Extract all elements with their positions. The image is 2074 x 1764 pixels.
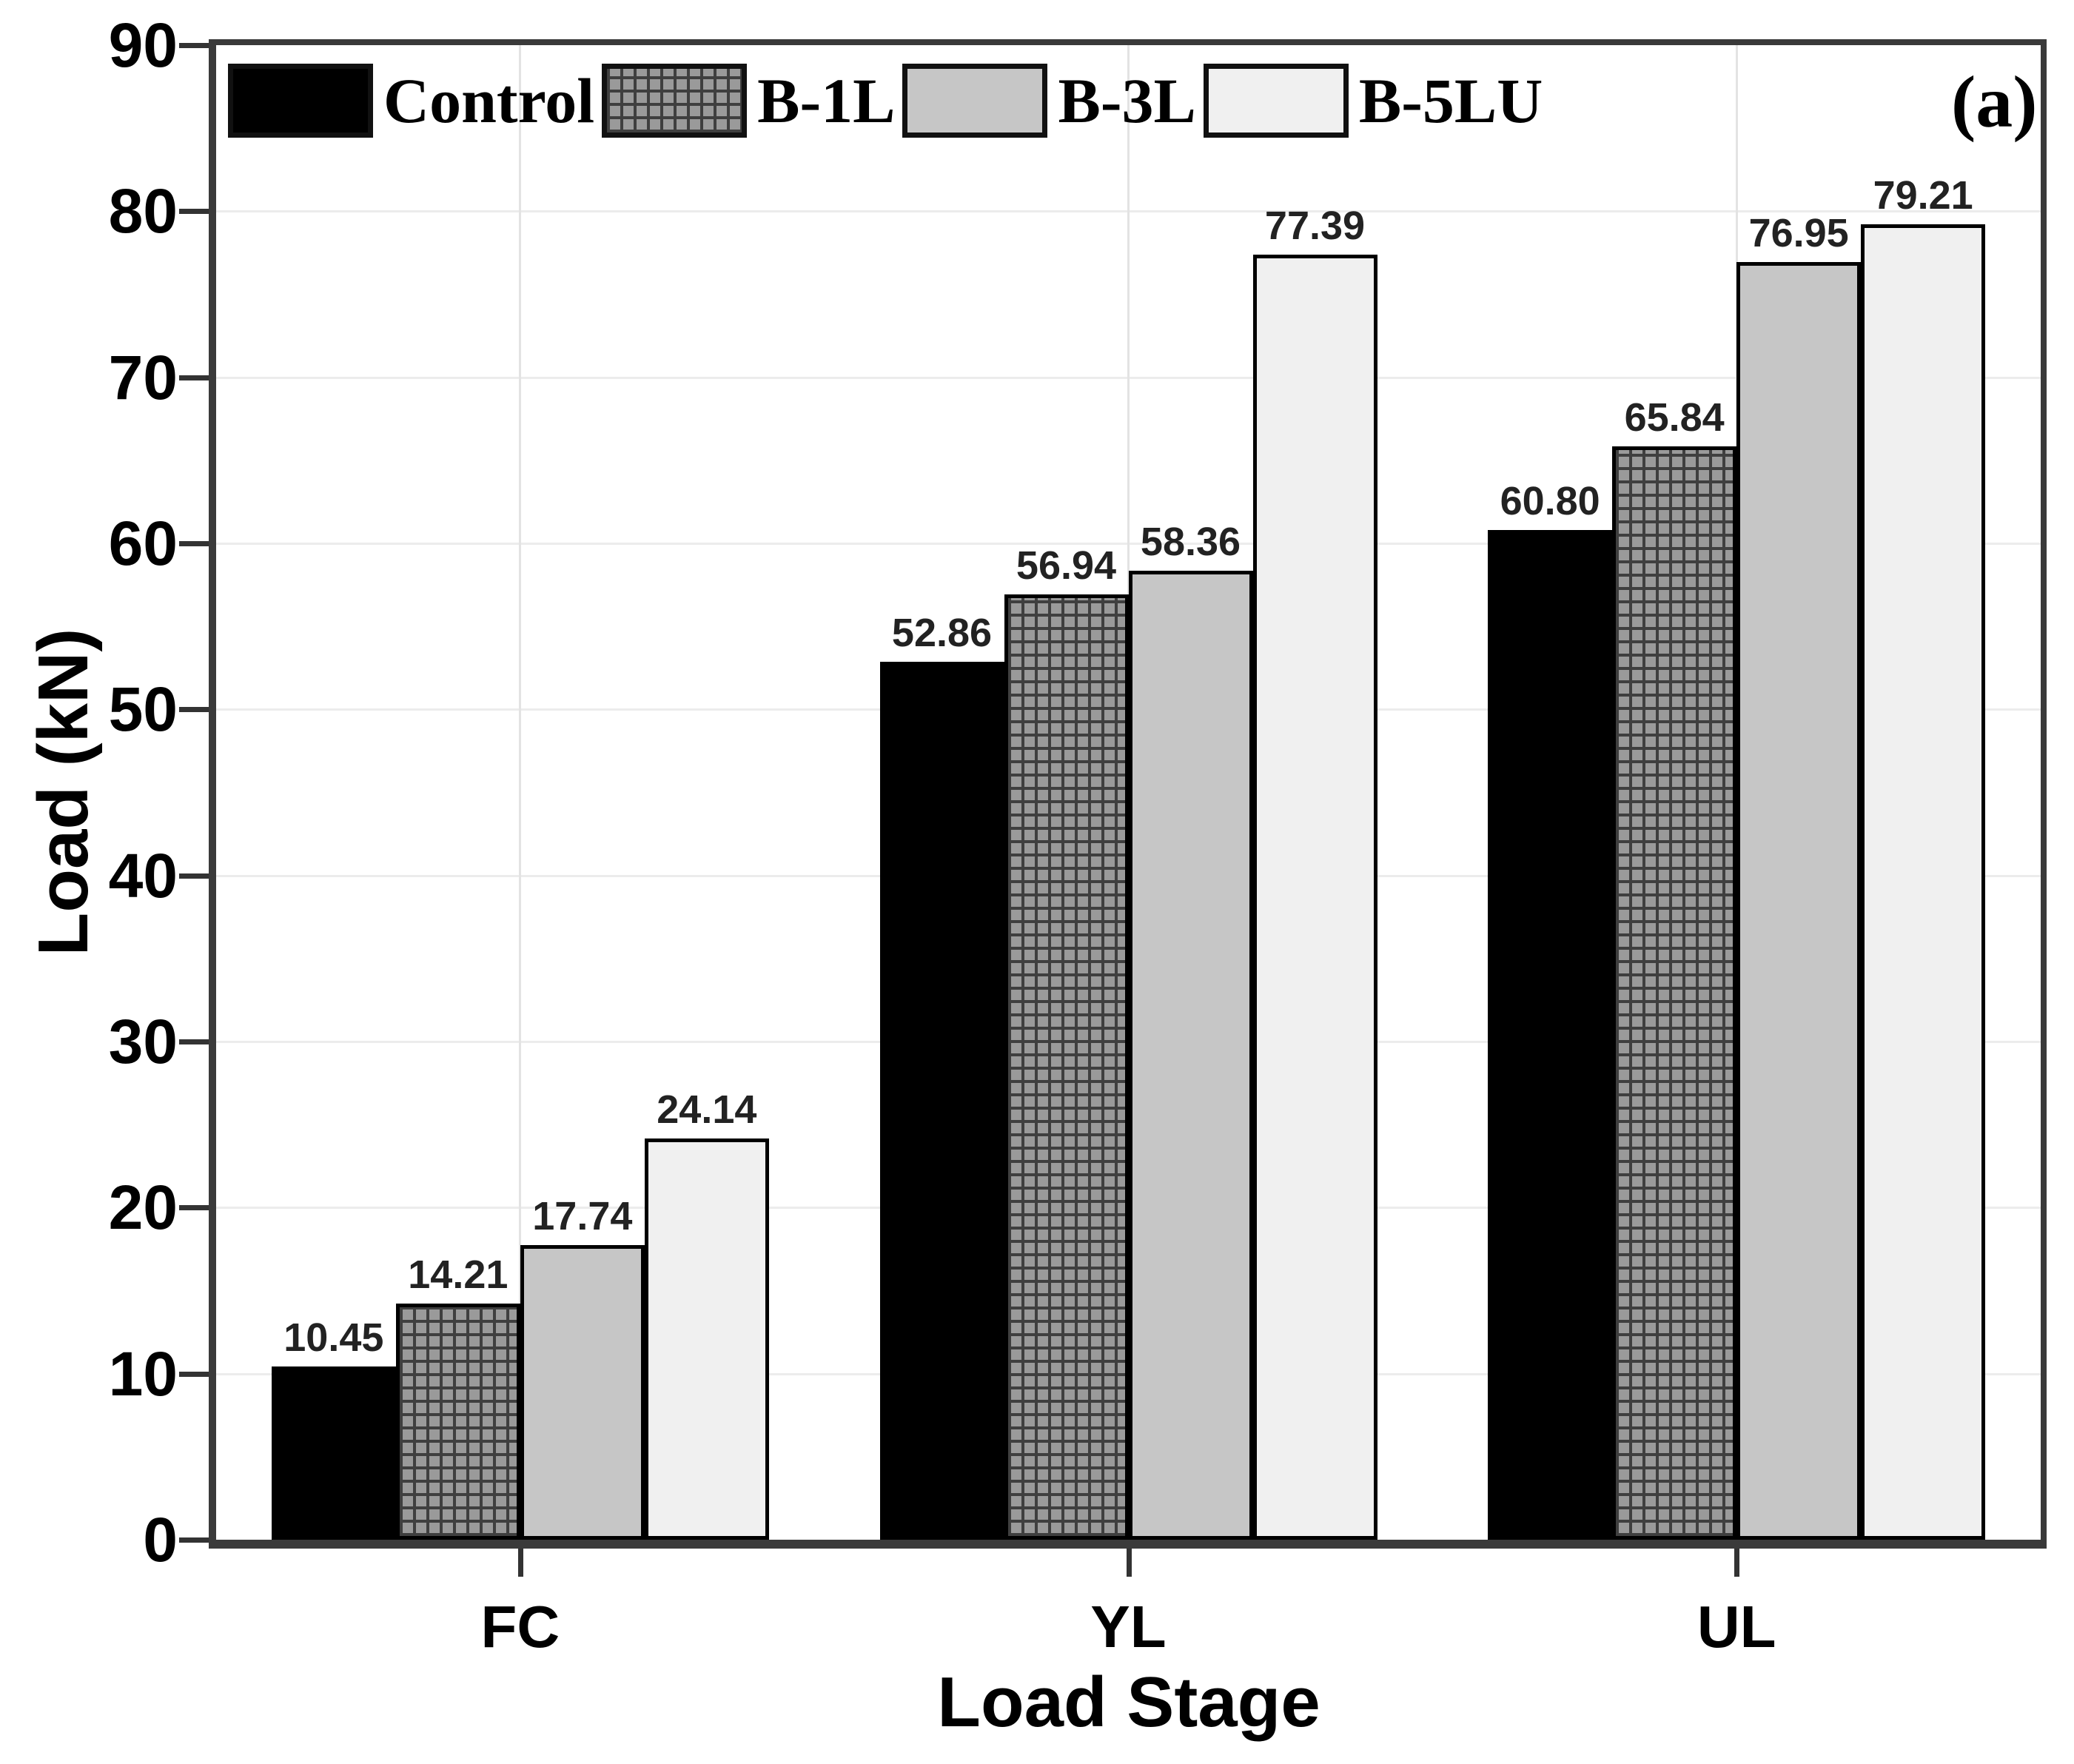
bar-UL-B-5LU (1861, 224, 1986, 1540)
x-tick-mark (517, 1549, 523, 1577)
y-tick-label: 40 (108, 840, 178, 910)
x-tick-mark (1126, 1549, 1132, 1577)
legend-label-B-5LU: B-5LU (1358, 65, 1543, 136)
y-tick-mark (179, 43, 209, 48)
bar-UL-Control (1488, 530, 1613, 1540)
bar-value-label: 76.95 (1748, 210, 1849, 255)
y-tick-mark (179, 375, 209, 380)
bar-FC-B-3L (520, 1245, 645, 1540)
bar-value-label: 14.21 (408, 1252, 509, 1298)
y-tick-mark (179, 1205, 209, 1211)
bar-UL-B-1L (1612, 446, 1737, 1540)
bar-YL-Control (879, 662, 1004, 1540)
bar-FC-Control (271, 1366, 396, 1540)
y-tick-label: 20 (108, 1173, 178, 1243)
y-tick-label: 70 (108, 342, 178, 412)
bar-value-label: 17.74 (532, 1194, 633, 1239)
y-tick-label: 80 (108, 176, 178, 247)
bar-YL-B-3L (1128, 570, 1253, 1540)
y-tick-mark (179, 1039, 209, 1044)
y-tick-mark (179, 1537, 209, 1543)
y-tick-mark (179, 707, 209, 713)
bar-UL-B-3L (1736, 261, 1862, 1540)
y-axis-title: Load (kN) (24, 628, 103, 956)
bar-value-label: 24.14 (657, 1087, 757, 1133)
legend-swatch-Control (228, 64, 373, 138)
bar-value-label: 52.86 (891, 611, 993, 656)
bar-value-label: 77.39 (1264, 203, 1366, 248)
y-tick-label: 0 (143, 1505, 178, 1574)
bar-value-label: 56.94 (1016, 543, 1117, 588)
legend-swatch-B-3L (902, 64, 1048, 138)
legend-swatch-B-1L (602, 64, 748, 138)
bar-value-label: 10.45 (283, 1315, 384, 1360)
bar-YL-B-1L (1004, 594, 1129, 1540)
bar-value-label: 58.36 (1140, 519, 1241, 564)
legend-swatch-B-5LU (1203, 64, 1349, 138)
panel-label: (a) (1951, 61, 2038, 143)
legend-label-Control: Control (383, 65, 595, 136)
legend-label-B-1L: B-1L (757, 65, 896, 136)
y-tick-label: 10 (108, 1338, 178, 1409)
y-tick-mark (179, 541, 209, 546)
plot-frame (209, 39, 2047, 1549)
bar-YL-B-5LU (1252, 254, 1377, 1540)
legend-label-B-3L: B-3L (1058, 65, 1196, 136)
y-tick-label: 50 (108, 674, 178, 745)
x-axis-title: Load Stage (937, 1663, 1320, 1742)
bar-FC-B-5LU (644, 1138, 769, 1540)
x-tick-label-YL: YL (1090, 1594, 1167, 1660)
bar-value-label: 60.80 (1500, 479, 1600, 524)
y-tick-mark (179, 1371, 209, 1377)
y-tick-label: 60 (108, 509, 178, 578)
y-tick-label: 30 (108, 1007, 178, 1076)
bar-value-label: 65.84 (1624, 395, 1725, 440)
v-gridline (519, 45, 522, 1540)
x-tick-label-FC: FC (480, 1594, 560, 1660)
legend: Control B-1L B-3L B-5LU (228, 64, 1550, 138)
bar-FC-B-1L (395, 1304, 520, 1540)
bar-value-label: 79.21 (1873, 173, 1973, 218)
y-tick-label: 90 (108, 10, 178, 80)
y-tick-mark (179, 209, 209, 215)
x-tick-mark (1734, 1549, 1740, 1577)
y-tick-mark (179, 873, 209, 879)
x-tick-label-UL: UL (1697, 1594, 1776, 1660)
